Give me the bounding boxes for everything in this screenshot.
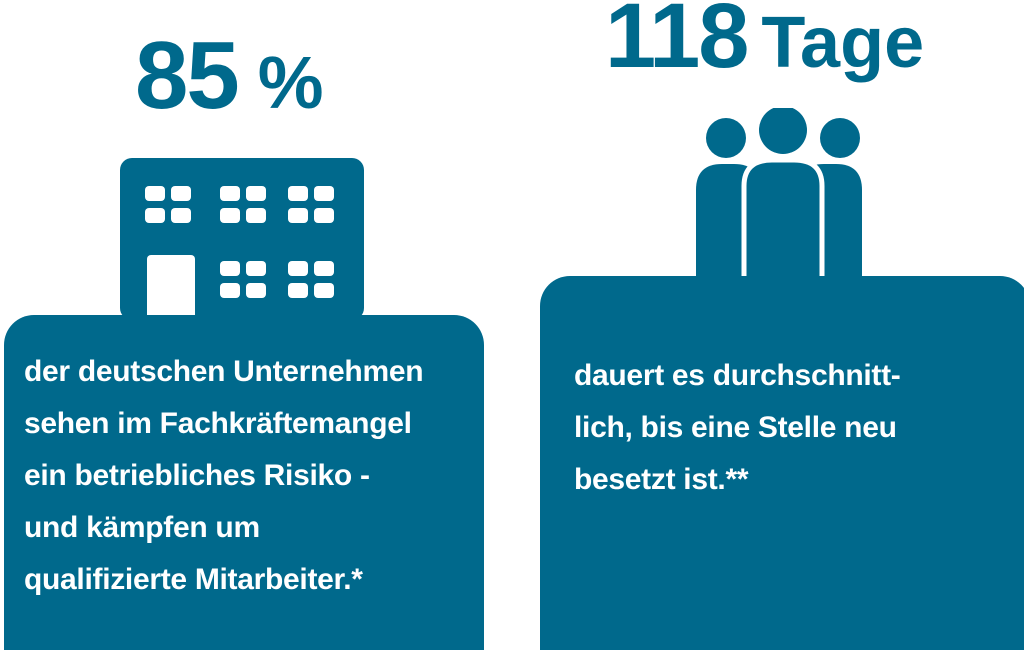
people-group-icon [696,108,862,283]
caption-line: der deutschen Unternehmen [24,355,424,388]
caption-line: ein betriebliches Risiko - [24,459,370,492]
caption-right: dauert es durchschnitt- lich, bis eine S… [574,350,901,506]
caption-panel-left [4,315,484,650]
stat-value: 118 [605,0,749,87]
stat-unit: Tage [761,3,925,83]
caption-line: sehen im Fachkräftemangel [24,407,412,440]
stat-unit: % [257,41,324,124]
stat-days: 118 Tage [605,0,924,82]
caption-line: dauert es durchschnitt- [574,359,901,392]
caption-left: der deutschen Unternehmen sehen im Fachk… [24,346,424,606]
caption-panel-right [540,276,1024,650]
caption-line: besetzt ist.** [574,463,749,496]
office-building-icon [120,158,364,320]
stat-value: 85 [135,22,240,129]
stat-percentage: 85% [135,28,324,124]
caption-line: lich, bis eine Stelle neu [574,411,897,444]
caption-line: und kämpfen um [24,511,260,544]
caption-line: qualifizierte Mitarbeiter.* [24,563,363,596]
